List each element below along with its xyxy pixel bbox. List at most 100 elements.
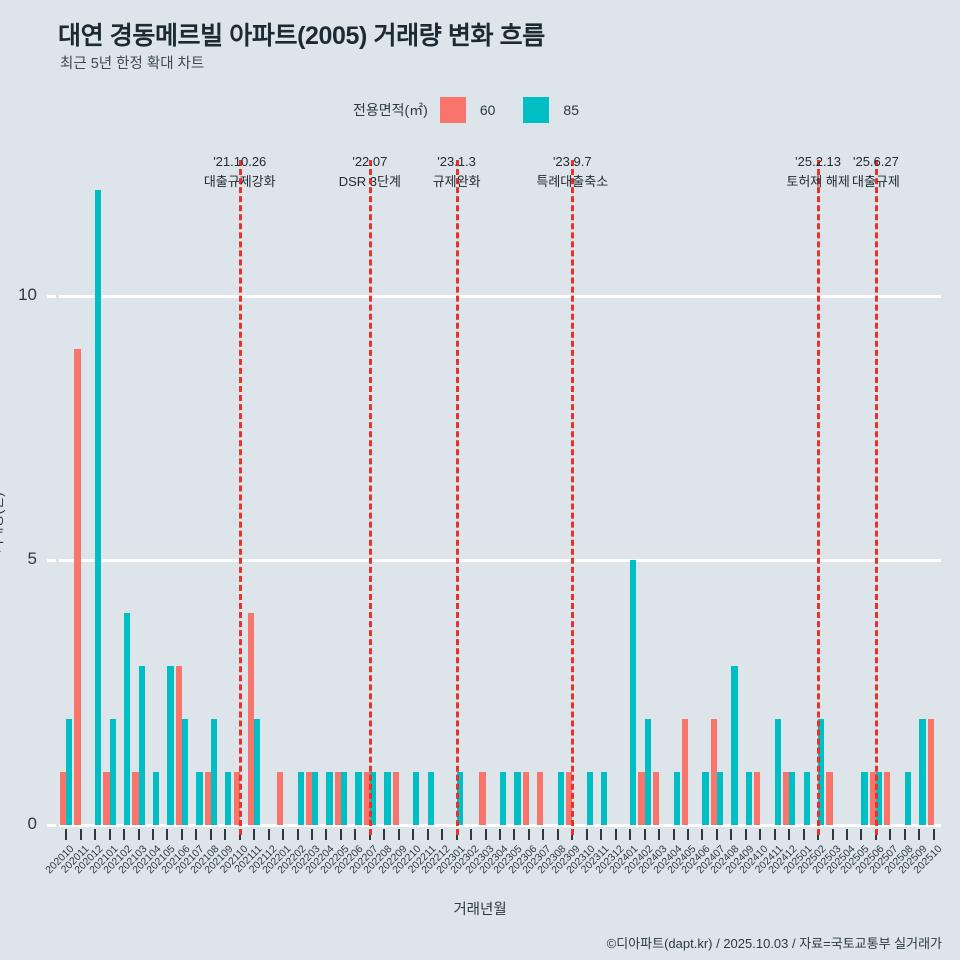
bar[interactable] <box>566 772 573 825</box>
y-tick-label: 10 <box>18 284 37 304</box>
bar[interactable] <box>630 560 637 825</box>
event-marker-line <box>455 160 459 835</box>
bar[interactable] <box>276 772 284 825</box>
bar[interactable] <box>826 772 833 825</box>
bar[interactable] <box>326 772 333 825</box>
event-annotation: '21.10.26 대출규제강화 <box>150 152 330 192</box>
x-tick-mark <box>759 829 762 840</box>
bar[interactable] <box>312 772 319 825</box>
bar[interactable] <box>782 772 790 825</box>
bar[interactable] <box>875 772 883 825</box>
bar[interactable] <box>167 666 174 825</box>
x-tick-mark <box>397 829 400 840</box>
x-tick-mark <box>802 829 805 840</box>
bar[interactable] <box>522 772 529 825</box>
bar[interactable] <box>904 772 912 825</box>
bar[interactable] <box>745 772 752 825</box>
bar[interactable] <box>638 772 645 825</box>
bar[interactable] <box>586 772 593 825</box>
bar[interactable] <box>355 772 362 825</box>
bar[interactable] <box>363 772 370 825</box>
bar[interactable] <box>673 772 680 825</box>
bar[interactable] <box>124 613 131 825</box>
bar[interactable] <box>869 772 876 825</box>
bar[interactable] <box>340 772 348 825</box>
event-annotation: '25.6.27 대출규제 <box>786 152 960 192</box>
bar[interactable] <box>927 719 934 825</box>
bar[interactable] <box>479 772 486 825</box>
bar[interactable] <box>681 719 688 825</box>
bar[interactable] <box>95 190 102 825</box>
x-tick-mark <box>108 829 111 840</box>
page-title: 대연 경동메르빌 아파트(2005) 거래량 변화 흐름 <box>58 22 545 50</box>
bar[interactable] <box>66 719 73 825</box>
bar[interactable] <box>392 772 399 825</box>
legend: 전용면적(㎡) 60 85 <box>0 97 960 123</box>
bar[interactable] <box>297 772 304 825</box>
x-tick-mark <box>325 829 328 840</box>
bar[interactable] <box>919 719 926 825</box>
x-tick-mark <box>513 829 516 840</box>
bar[interactable] <box>456 772 463 825</box>
event-marker-line <box>571 160 575 835</box>
bar[interactable] <box>710 719 717 825</box>
bar[interactable] <box>514 772 521 825</box>
bar[interactable] <box>225 772 232 825</box>
bar[interactable] <box>601 772 608 825</box>
bar[interactable] <box>702 772 709 825</box>
bar[interactable] <box>731 666 738 825</box>
bar[interactable] <box>196 772 203 825</box>
plot-area: 0 5 10 거래량(건) 202010 202011 202012 202101 202102… <box>0 154 944 876</box>
event-annotation: '23.9.7 특례대출축소 <box>482 152 662 192</box>
bar[interactable] <box>152 772 160 825</box>
x-tick-mark <box>296 829 299 840</box>
bar[interactable] <box>210 719 218 825</box>
bar[interactable] <box>537 772 544 825</box>
bar[interactable] <box>818 719 825 825</box>
x-tick-mark <box>94 829 97 840</box>
event-name: 토허제 해제 <box>786 174 850 190</box>
bar[interactable] <box>774 719 781 825</box>
bar[interactable] <box>754 772 761 825</box>
bar[interactable] <box>74 348 81 825</box>
bar[interactable] <box>644 719 651 825</box>
event-name: 특례대출축소 <box>536 174 609 190</box>
bar[interactable] <box>500 772 507 825</box>
bar[interactable] <box>861 772 868 825</box>
bar[interactable] <box>132 772 139 825</box>
bar[interactable] <box>109 719 116 825</box>
bar[interactable] <box>413 772 420 825</box>
bar[interactable] <box>138 666 145 825</box>
bar[interactable] <box>716 772 724 825</box>
x-tick-mark <box>123 829 126 840</box>
x-tick-mark <box>209 829 212 840</box>
bar[interactable] <box>789 772 796 825</box>
bar[interactable] <box>204 772 211 825</box>
bar[interactable] <box>884 772 891 825</box>
x-tick-mark <box>224 829 227 840</box>
bar[interactable] <box>369 772 377 825</box>
bar[interactable] <box>175 666 182 825</box>
bar[interactable] <box>233 772 240 825</box>
legend-label-85: 85 <box>563 102 579 118</box>
bar[interactable] <box>181 719 189 825</box>
bar[interactable] <box>803 772 810 825</box>
bar[interactable] <box>103 772 110 825</box>
x-tick-mark <box>151 829 154 840</box>
bar[interactable] <box>557 772 565 825</box>
bar[interactable] <box>254 719 261 825</box>
x-tick-mark <box>282 829 285 840</box>
bar[interactable] <box>334 772 341 825</box>
bar[interactable] <box>247 613 255 825</box>
event-annotation: '22.07 DSR 3단계 <box>280 152 460 192</box>
bar[interactable] <box>652 772 660 825</box>
legend-swatch-85 <box>523 97 550 123</box>
x-tick-mark <box>65 829 68 840</box>
x-tick-mark <box>701 829 704 840</box>
bar[interactable] <box>427 772 434 825</box>
bar[interactable] <box>60 772 67 825</box>
bar[interactable] <box>384 772 391 825</box>
x-tick-mark <box>311 829 314 840</box>
bar[interactable] <box>305 772 313 825</box>
x-tick-mark <box>441 829 444 840</box>
